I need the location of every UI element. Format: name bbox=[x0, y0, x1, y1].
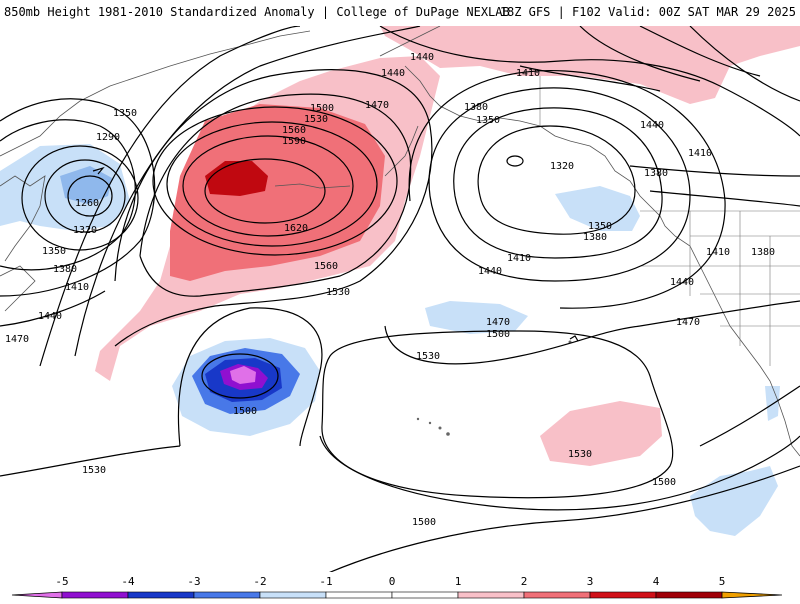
contour-label: 1380 bbox=[644, 168, 668, 179]
scale-segment bbox=[259, 591, 327, 599]
scale-segment bbox=[61, 591, 129, 599]
contour-label: 1410 bbox=[516, 68, 540, 79]
scale-tick-label: 5 bbox=[719, 575, 726, 588]
contour-label: 1410 bbox=[706, 247, 730, 258]
contour-label: 1500 bbox=[652, 477, 676, 488]
contour-label: 1470 bbox=[676, 317, 700, 328]
weather-map: 1440 1410 1440 1470 1500 1530 1560 1590 … bbox=[0, 26, 800, 572]
contour-label: 1530 bbox=[568, 449, 592, 460]
scale-tick-label: -5 bbox=[55, 575, 68, 588]
contour-label: 1530 bbox=[82, 465, 106, 476]
contour-label: 1560 bbox=[314, 261, 338, 272]
contour-label: 1350 bbox=[42, 246, 66, 257]
contour-label: 1410 bbox=[688, 148, 712, 159]
contour-label: 1350 bbox=[588, 221, 612, 232]
contour-label: 1440 bbox=[478, 266, 502, 277]
contour-label: 1320 bbox=[73, 225, 97, 236]
islands bbox=[416, 340, 572, 436]
contour-label: 1440 bbox=[38, 311, 62, 322]
contour-label: 1470 bbox=[365, 100, 389, 111]
scale-segment bbox=[127, 591, 195, 599]
contour-label: 1560 bbox=[282, 125, 306, 136]
contour-label: 1410 bbox=[507, 253, 531, 264]
map-header: 850mb Height 1981-2010 Standardized Anom… bbox=[0, 0, 800, 26]
contour-label: 1530 bbox=[326, 287, 350, 298]
contour-label: 1500 bbox=[412, 517, 436, 528]
scale-tick-label: -2 bbox=[253, 575, 266, 588]
contour-label: 1260 bbox=[75, 198, 99, 209]
contour-label: 1380 bbox=[53, 264, 77, 275]
negative-anomaly-central bbox=[425, 301, 528, 334]
contour-label: 1470 bbox=[486, 317, 510, 328]
negative-anomaly-low-5 bbox=[230, 366, 256, 384]
contour-label: 1380 bbox=[583, 232, 607, 243]
scale-tick-label: 2 bbox=[521, 575, 528, 588]
model-run-info: 18Z GFS | F102 Valid: 00Z SAT MAR 29 202… bbox=[499, 5, 796, 19]
negative-anomaly-southeast bbox=[690, 466, 778, 536]
contour-labels: 1440 1410 1440 1470 1500 1530 1560 1590 … bbox=[5, 52, 775, 528]
color-scale-bar: -5 -4 -3 -2 -1 0 1 2 3 4 5 bbox=[11, 575, 783, 599]
contour-label: 1500 bbox=[310, 103, 334, 114]
scale-segment bbox=[523, 591, 591, 599]
scale-min-arrow bbox=[11, 591, 63, 599]
contour-label: 1500 bbox=[486, 329, 510, 340]
scale-segment bbox=[193, 591, 261, 599]
contour-label: 1350 bbox=[476, 115, 500, 126]
contour-label: 1440 bbox=[410, 52, 434, 63]
positive-anomaly-southeast bbox=[540, 401, 662, 466]
contour-label: 1440 bbox=[381, 68, 405, 79]
contour-label: 1500 bbox=[233, 406, 257, 417]
scale-tick-label: 4 bbox=[653, 575, 660, 588]
scale-tick-label: 1 bbox=[455, 575, 462, 588]
contour-label: 1590 bbox=[282, 136, 306, 147]
scale-tick-label: 3 bbox=[587, 575, 594, 588]
negative-anomaly-west-core bbox=[60, 166, 112, 204]
contour-label: 1410 bbox=[65, 282, 89, 293]
scale-segment bbox=[391, 591, 459, 599]
scale-tick-label: -1 bbox=[319, 575, 332, 588]
contour-label: 1380 bbox=[464, 102, 488, 113]
scale-segment bbox=[655, 591, 723, 599]
contour-label: 1440 bbox=[640, 120, 664, 131]
positive-anomaly-north bbox=[380, 26, 800, 104]
center-markers bbox=[92, 166, 579, 342]
scale-segment bbox=[457, 591, 525, 599]
scale-tick-label: -3 bbox=[187, 575, 200, 588]
scale-segment bbox=[589, 591, 657, 599]
contour-label: 1470 bbox=[5, 334, 29, 345]
state-borders bbox=[539, 76, 800, 366]
contour-label: 1530 bbox=[304, 114, 328, 125]
contour-label: 1320 bbox=[550, 161, 574, 172]
coastlines bbox=[0, 26, 800, 457]
scale-segment bbox=[325, 591, 393, 599]
anomaly-color-scale: -5 -4 -3 -2 -1 0 1 2 3 4 5 bbox=[0, 572, 800, 600]
scale-tick-label: -4 bbox=[121, 575, 135, 588]
scale-max-arrow bbox=[721, 591, 783, 599]
contour-label: 1290 bbox=[96, 132, 120, 143]
positive-anomaly-bering-core bbox=[170, 104, 385, 281]
contour-label: 1380 bbox=[751, 247, 775, 258]
map-canvas: 1440 1410 1440 1470 1500 1530 1560 1590 … bbox=[0, 26, 800, 572]
map-title: 850mb Height 1981-2010 Standardized Anom… bbox=[4, 5, 510, 19]
contour-label: 1620 bbox=[284, 223, 308, 234]
contour-label: 1440 bbox=[670, 277, 694, 288]
contour-label: 1350 bbox=[113, 108, 137, 119]
scale-tick-label: 0 bbox=[389, 575, 396, 588]
height-contours bbox=[0, 26, 800, 572]
contour-label: 1530 bbox=[416, 351, 440, 362]
